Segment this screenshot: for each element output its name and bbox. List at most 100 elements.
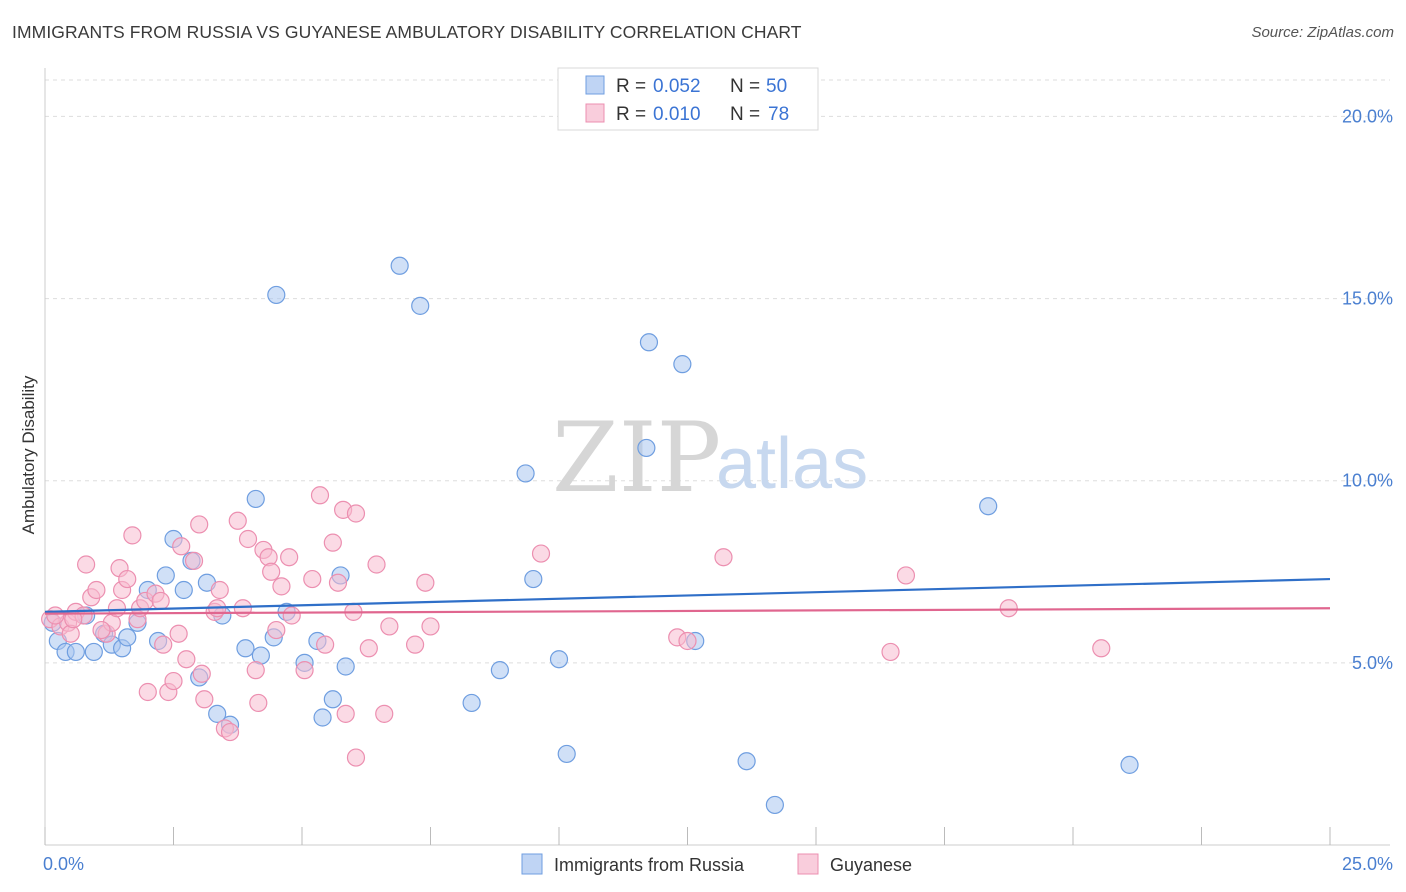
point-russia-36 [462, 693, 481, 713]
point-guyanese-28 [184, 551, 204, 570]
grid-lines [45, 79, 1390, 664]
point-russia-22 [236, 639, 255, 658]
point-russia-42 [637, 438, 656, 458]
point-russia-47 [765, 795, 784, 815]
point-guyanese-60 [359, 639, 378, 658]
point-russia-9 [118, 628, 137, 647]
y-tick-labels: 5.0% 10.0% 15.0% 20.0% [1342, 106, 1393, 672]
point-guyanese-22 [154, 635, 173, 654]
point-russia-39 [524, 569, 543, 589]
point-guyanese-71 [881, 642, 900, 662]
trend-lines [44, 577, 1331, 615]
point-guyanese-64 [405, 635, 425, 654]
point-guyanese-73 [999, 599, 1018, 618]
point-guyanese-72 [896, 566, 916, 585]
point-russia-34 [390, 256, 409, 275]
x-tick-labels: 0.0% 25.0% [43, 854, 1393, 874]
point-guyanese-74 [1092, 639, 1111, 658]
point-russia-49 [1120, 755, 1139, 774]
point-guyanese-59 [346, 504, 366, 523]
point-russia-31 [323, 690, 342, 709]
point-guyanese-50 [303, 569, 322, 589]
point-guyanese-70 [714, 548, 733, 567]
point-guyanese-34 [210, 580, 229, 600]
point-guyanese-44 [262, 562, 281, 581]
point-guyanese-47 [280, 548, 299, 567]
point-guyanese-46 [272, 577, 291, 596]
x-tick-label-1: 25.0% [1342, 854, 1393, 874]
point-guyanese-48 [282, 606, 301, 625]
point-guyanese-39 [238, 529, 258, 549]
watermark: ZIP atlas [552, 402, 868, 514]
point-guyanese-58 [346, 748, 366, 767]
point-guyanese-6 [77, 555, 96, 574]
point-guyanese-66 [421, 617, 440, 636]
legend-top: R = 0.052 N = 50 R = 0.010 N = 78 [557, 67, 819, 131]
legend-swatch-guyanese [585, 103, 605, 123]
point-russia-26 [267, 285, 286, 305]
legend-r-value-guyanese: 0.010 [653, 104, 701, 125]
trend-line-guyanese [44, 607, 1331, 615]
point-guyanese-14 [118, 569, 137, 589]
legend-bottom-label-russia: Immigrants from Russia [554, 855, 745, 875]
point-guyanese-38 [233, 599, 252, 618]
chart-title: IMMIGRANTS FROM RUSSIA VS GUYANESE AMBUL… [12, 22, 802, 42]
legend-r-label-russia: R = [616, 76, 646, 97]
point-guyanese-62 [375, 704, 394, 723]
point-guyanese-29 [190, 515, 209, 534]
legend-n-label-guyanese: N = [730, 104, 760, 125]
point-guyanese-49 [295, 661, 314, 680]
axes [44, 68, 1390, 846]
point-guyanese-26 [172, 537, 191, 556]
point-russia-13 [156, 566, 175, 585]
point-russia-5 [84, 642, 103, 662]
y-tick-label-3: 20.0% [1342, 106, 1393, 126]
point-russia-48 [979, 497, 998, 516]
point-guyanese-51 [310, 486, 330, 505]
point-guyanese-24 [164, 671, 183, 691]
point-guyanese-63 [380, 617, 399, 636]
legend-n-label-russia: N = [730, 76, 760, 97]
y-tick-label-0: 5.0% [1352, 653, 1393, 673]
chart-source: Source: ZipAtlas.com [1251, 24, 1394, 41]
point-guyanese-41 [249, 693, 268, 713]
point-russia-40 [549, 650, 569, 669]
point-guyanese-27 [177, 650, 196, 669]
series-guyanese-points [41, 486, 1111, 767]
series-russia-points [43, 256, 1139, 815]
point-guyanese-19 [138, 682, 157, 702]
point-russia-30 [313, 708, 332, 727]
point-russia-23 [246, 489, 265, 509]
point-guyanese-37 [228, 511, 247, 530]
y-axis-label: Ambulatory Disability [19, 375, 38, 534]
point-guyanese-45 [267, 620, 286, 640]
legend-n-value-guyanese: 78 [768, 104, 789, 125]
point-guyanese-30 [192, 664, 211, 683]
point-russia-19 [208, 704, 227, 723]
point-russia-35 [411, 296, 430, 315]
point-guyanese-15 [123, 526, 142, 545]
y-tick-label-1: 10.0% [1342, 471, 1393, 491]
point-guyanese-65 [416, 573, 435, 592]
legend-bottom: Immigrants from Russia Guyanese [521, 853, 912, 875]
watermark-atlas: atlas [716, 424, 868, 504]
legend-r-value-russia: 0.052 [653, 76, 701, 97]
point-guyanese-61 [367, 555, 386, 574]
point-guyanese-56 [336, 704, 355, 723]
point-russia-3 [66, 642, 85, 662]
point-guyanese-69 [678, 631, 697, 651]
legend-r-label-guyanese: R = [616, 104, 646, 125]
point-russia-43 [639, 333, 659, 352]
point-russia-38 [516, 464, 535, 483]
legend-bottom-swatch-russia [521, 853, 543, 875]
point-guyanese-67 [531, 544, 551, 563]
point-russia-37 [490, 661, 509, 680]
point-russia-15 [174, 580, 193, 600]
point-russia-46 [737, 752, 756, 771]
legend-swatch-russia [585, 75, 605, 95]
point-guyanese-40 [246, 661, 265, 680]
legend-n-value-russia: 50 [766, 76, 787, 97]
point-russia-44 [673, 355, 692, 374]
point-russia-41 [557, 744, 576, 764]
